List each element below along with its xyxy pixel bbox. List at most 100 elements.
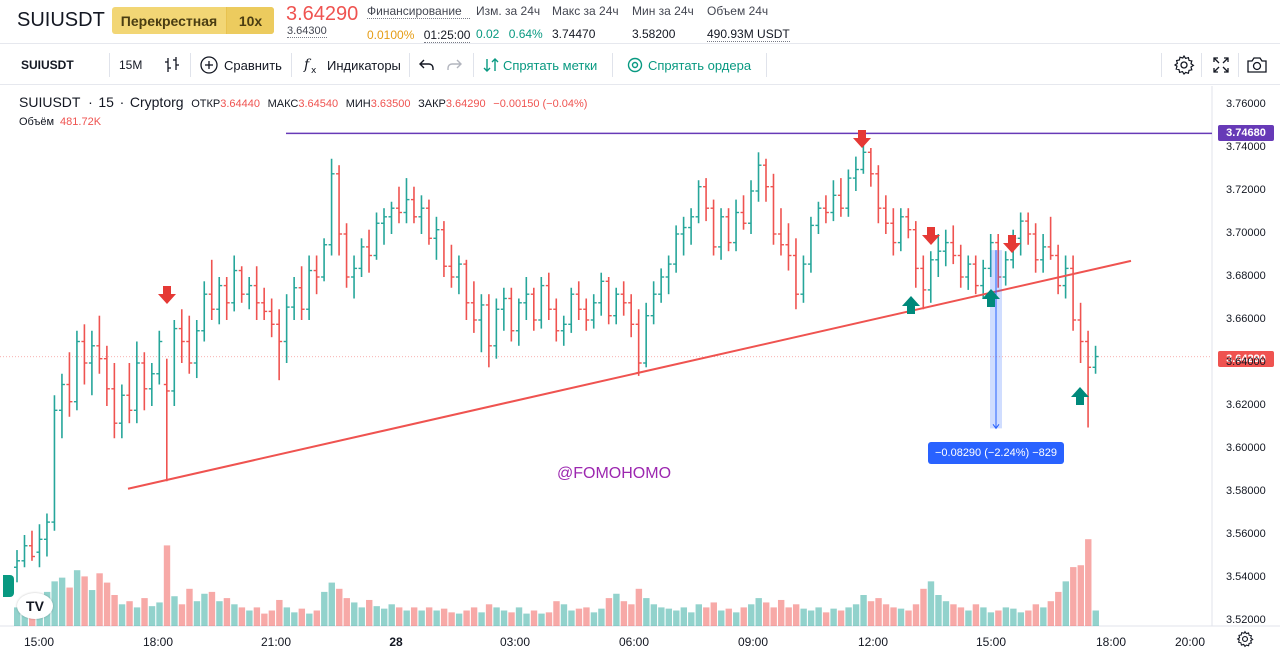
- volume-bar: [231, 604, 238, 626]
- measure-arrow: [992, 424, 1000, 430]
- buy-arrow-icon: [1071, 387, 1089, 405]
- price-axis-label: 3.54000: [1226, 571, 1266, 583]
- redo-button[interactable]: [445, 45, 463, 85]
- hide-orders-button[interactable]: Спрятать ордера: [627, 45, 751, 85]
- legend-volume: 481.72K: [60, 116, 102, 128]
- volume-bar: [193, 601, 201, 626]
- volume-bar: [628, 604, 635, 626]
- candle-type-button[interactable]: [162, 45, 182, 85]
- volume-bar: [126, 601, 133, 626]
- interval-button[interactable]: 15M: [119, 58, 143, 72]
- toolbar-divider: [409, 53, 410, 77]
- toolbar-divider: [291, 53, 292, 77]
- panel-handle[interactable]: [3, 575, 14, 597]
- time-axis-label: 20:00: [1174, 635, 1206, 649]
- volume-bar: [553, 601, 560, 626]
- volume-bar: [815, 607, 822, 626]
- low-24h-stat: Мин за 24ч 3.58200: [632, 4, 694, 41]
- hide-marks-button[interactable]: Спрятать метки: [483, 45, 597, 85]
- hide-marks-label: Спрятать метки: [503, 57, 598, 73]
- tradingview-logo[interactable]: TV: [17, 593, 53, 619]
- volume-bar: [403, 610, 410, 626]
- leverage-label[interactable]: 10x: [226, 7, 274, 34]
- volume-bar: [703, 607, 710, 626]
- price-chart[interactable]: [0, 86, 1280, 662]
- volume-bar: [111, 595, 118, 626]
- volume-bar: [1055, 591, 1062, 626]
- time-axis-label: 06:00: [618, 635, 650, 649]
- toolbar-divider: [109, 53, 110, 77]
- time-axis-label: 21:00: [260, 635, 292, 649]
- chart-area[interactable]: SUIUSDT · 15 · Cryptorg ОТКР3.64440 МАКС…: [0, 86, 1280, 662]
- margin-mode-label[interactable]: Перекрестная: [120, 12, 218, 29]
- toolbar-divider: [1238, 53, 1239, 77]
- margin-mode-badge[interactable]: Перекрестная 10x: [112, 7, 274, 34]
- volume-bar: [1077, 565, 1084, 626]
- time-axis-label: 12:00: [857, 635, 889, 649]
- volume-bar: [538, 613, 545, 626]
- sell-arrow-icon: [158, 286, 176, 304]
- volume-bar: [718, 610, 725, 626]
- volume-bar: [590, 612, 598, 626]
- volume-bar: [710, 602, 717, 626]
- price-axis-label: 3.66000: [1226, 313, 1266, 325]
- time-axis-label: 09:00: [737, 635, 769, 649]
- volume-bar: [358, 607, 365, 626]
- volume-bar: [96, 573, 103, 626]
- volume-bar: [328, 582, 335, 626]
- legend-high: 3.64540: [298, 98, 339, 110]
- screenshot-button[interactable]: [1246, 45, 1268, 85]
- volume-bar: [995, 610, 1002, 626]
- candle-type-icon: [162, 55, 182, 75]
- volume-bar: [920, 588, 927, 626]
- volume-bar: [523, 613, 530, 626]
- volume-bar: [283, 607, 291, 626]
- camera-icon: [1246, 55, 1268, 75]
- toolbar-divider: [1161, 53, 1162, 77]
- volume-bar: [1085, 539, 1092, 626]
- volume-bar: [568, 610, 575, 626]
- compare-button[interactable]: Сравнить: [199, 45, 282, 85]
- axis-settings-button[interactable]: [1236, 630, 1254, 653]
- volume-bar: [950, 604, 957, 626]
- volume-bar: [133, 607, 141, 626]
- volume-bar: [478, 612, 485, 626]
- volume-bar: [680, 607, 688, 626]
- volume-bar: [51, 581, 58, 626]
- volume-bar: [261, 613, 268, 626]
- fullscreen-button[interactable]: [1211, 45, 1231, 85]
- volume-bar: [837, 610, 845, 626]
- funding-stat: Финансирование 0.0100% 01:25:00: [367, 4, 471, 43]
- volume-bar: [470, 607, 478, 626]
- volume-bar: [643, 598, 650, 626]
- volume-bar: [860, 595, 867, 626]
- volume-bar: [388, 604, 395, 626]
- volume-bar: [223, 598, 231, 626]
- volume-bar: [763, 602, 770, 626]
- volume-24h-value: 490.93M USDT: [707, 27, 790, 42]
- volume-bar: [238, 607, 246, 626]
- volume-bar: [733, 612, 740, 626]
- volume-bar: [740, 607, 747, 626]
- legend-open-label: ОТКР: [191, 98, 221, 110]
- price-axis-label: 3.56000: [1226, 528, 1266, 540]
- undo-button[interactable]: [418, 45, 436, 85]
- toolbar-symbol[interactable]: SUIUSDT: [21, 58, 74, 72]
- volume-bar: [792, 604, 800, 626]
- volume-bar: [366, 599, 373, 626]
- settings-button[interactable]: [1173, 45, 1195, 85]
- volume-bar: [1010, 608, 1017, 626]
- svg-text:f: f: [303, 57, 312, 73]
- symbol-title[interactable]: SUIUSDT: [17, 9, 105, 31]
- change-24h-label: Изм. за 24ч: [476, 4, 541, 18]
- change-24h-percent: 0.64%: [508, 27, 543, 41]
- mark-price: 3.64300: [287, 25, 327, 38]
- toolbar-divider: [766, 53, 767, 77]
- volume-bar: [81, 576, 88, 626]
- low-24h-label: Мин за 24ч: [632, 4, 694, 18]
- volume-bar: [58, 577, 66, 626]
- resistance-price-tag: 3.74680: [1218, 125, 1274, 141]
- volume-bar: [673, 610, 680, 626]
- low-24h-value: 3.58200: [632, 27, 676, 41]
